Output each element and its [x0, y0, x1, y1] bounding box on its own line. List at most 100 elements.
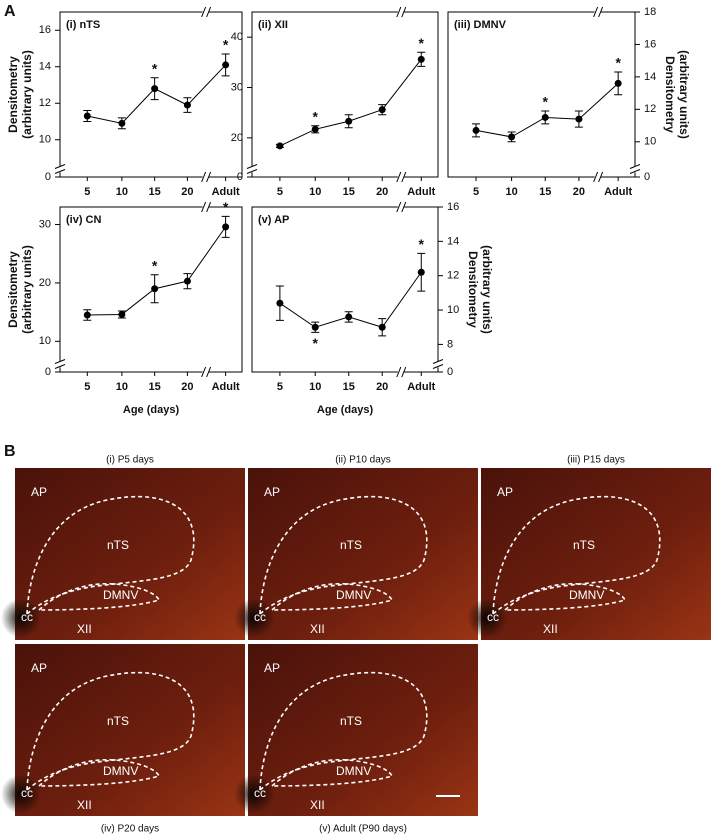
axis-break [432, 359, 444, 369]
central-canal [467, 598, 507, 638]
central-canal [1, 598, 41, 638]
data-point [345, 313, 353, 321]
data-point [151, 285, 159, 293]
y-tick-label: 14 [644, 71, 656, 83]
nts-outline [26, 495, 195, 616]
data-point [614, 79, 622, 87]
y-tick-label: 10 [644, 136, 656, 148]
y-axis-label: (arbitrary units) [20, 245, 34, 334]
region-label: cc [254, 786, 266, 800]
central-canal [1, 774, 41, 814]
y-tick-label: 0 [447, 366, 453, 378]
y-tick-label: 12 [39, 97, 51, 109]
axis-break [396, 201, 407, 213]
data-point [183, 277, 191, 285]
data-point [276, 299, 284, 307]
y-tick-label: 20 [231, 132, 243, 144]
axis-break [201, 201, 212, 213]
data-point [222, 223, 230, 231]
data-line [475, 83, 619, 138]
x-tick-label: Adult [212, 381, 240, 393]
axis-break [202, 172, 209, 182]
x-tick-label: 10 [116, 381, 128, 393]
histology-image: AP nTS DMNV cc XII [234, 644, 478, 816]
x-tick-label: Adult [604, 186, 632, 198]
region-label: DMNV [103, 588, 138, 602]
region-label: AP [497, 485, 513, 499]
y-tick-label: 16 [644, 38, 656, 50]
region-label: cc [487, 610, 499, 624]
axis-break [201, 171, 212, 183]
data-point [222, 61, 230, 69]
axis-break [202, 202, 209, 212]
x-tick-label: 5 [277, 186, 283, 198]
region-label: DMNV [103, 764, 138, 778]
data-point [183, 101, 191, 109]
data-point [311, 125, 319, 133]
significance-marker: * [313, 335, 319, 351]
data-point [417, 55, 425, 63]
x-tick-label: 5 [84, 381, 90, 393]
x-tick-label: 5 [473, 186, 479, 198]
plot-frame [251, 206, 439, 373]
nts-outline [26, 671, 195, 792]
plot-frame [59, 206, 243, 373]
region-label: cc [21, 610, 33, 624]
image-background [15, 644, 245, 816]
y-tick-label: 18 [644, 6, 656, 18]
axis-break [54, 164, 66, 174]
y-tick-label: 0 [45, 366, 51, 378]
region-label: nTS [573, 538, 595, 552]
data-point [575, 115, 583, 123]
significance-marker: * [313, 108, 319, 124]
x-axis-label: Age (days) [123, 404, 180, 416]
x-tick-label: 10 [309, 381, 321, 393]
data-point [417, 268, 425, 276]
y-tick-label: 0 [45, 171, 51, 183]
region-label: XII [310, 798, 325, 812]
axis-break [396, 171, 407, 183]
x-tick-label: 10 [505, 186, 517, 198]
x-tick-label: 15 [149, 381, 161, 393]
x-tick-label: 20 [181, 381, 193, 393]
histology-image: AP nTS DMNV cc XII [467, 468, 711, 640]
histology-image: AP nTS DMNV cc XII [1, 468, 245, 640]
dmnv-outline [269, 758, 394, 787]
region-label: AP [264, 661, 280, 675]
x-tick-label: 15 [343, 381, 355, 393]
significance-marker: * [152, 60, 158, 76]
axis-break [55, 166, 65, 173]
x-tick-label: 20 [376, 381, 388, 393]
x-tick-label: Adult [407, 186, 435, 198]
axis-break [630, 166, 640, 173]
plot-frame [251, 11, 439, 178]
nts-outline [492, 495, 661, 616]
axis-break [593, 6, 604, 18]
axis-break [397, 172, 404, 182]
region-label: cc [21, 786, 33, 800]
axis-break [246, 164, 258, 174]
chart-title: (v) AP [258, 214, 289, 226]
region-label: DMNV [569, 588, 604, 602]
axis-break [433, 361, 443, 368]
image-title: (iv) P20 days [101, 824, 159, 835]
region-label: AP [31, 661, 47, 675]
y-tick-label: 14 [39, 61, 51, 73]
significance-marker: * [419, 236, 425, 252]
y-tick-label: 10 [39, 134, 51, 146]
chart-title: (ii) XII [258, 19, 288, 31]
y-tick-label: 14 [447, 235, 459, 247]
x-tick-label: 5 [84, 186, 90, 198]
histology-image: AP nTS DMNV cc XII [234, 468, 478, 640]
dmnv-outline [36, 758, 161, 787]
y-axis-label: Densitometry [6, 251, 20, 328]
y-tick-label: 0 [237, 171, 243, 183]
y-tick-label: 20 [39, 277, 51, 289]
data-line [279, 59, 422, 147]
x-tick-label: Adult [212, 186, 240, 198]
y-axis-label: (arbitrary units) [480, 245, 494, 334]
significance-marker: * [419, 35, 425, 51]
y-tick-label: 16 [447, 201, 459, 213]
y-tick-label: 0 [644, 171, 650, 183]
x-tick-label: 10 [116, 186, 128, 198]
